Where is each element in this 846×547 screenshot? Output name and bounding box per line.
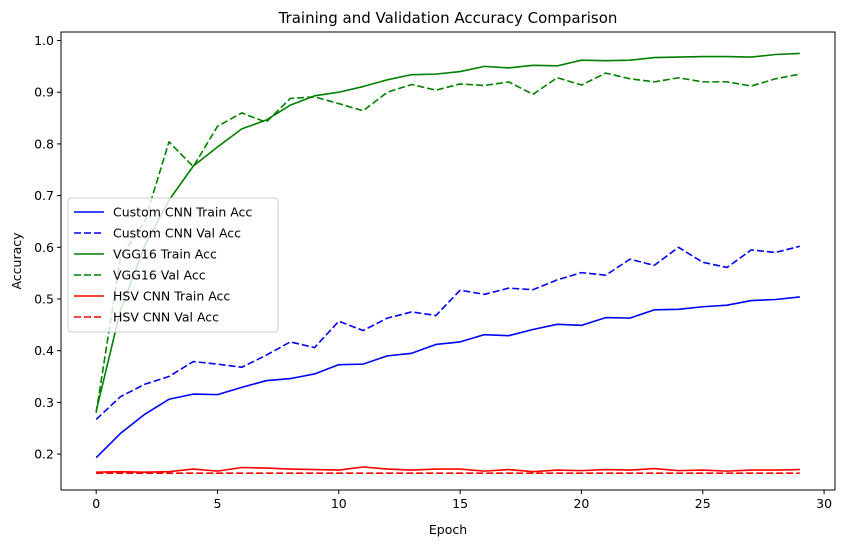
x-tick-label: 5	[214, 496, 222, 511]
x-axis-label: Epoch	[429, 522, 467, 537]
legend-label-4: HSV CNN Train Acc	[113, 289, 230, 304]
y-tick-label: 0.5	[34, 291, 54, 306]
series-layer	[95, 52, 801, 475]
y-tick-label: 1.0	[34, 33, 54, 48]
y-tick-label: 0.3	[34, 395, 54, 410]
series-line-4	[96, 466, 800, 473]
plot-frame	[60, 31, 836, 491]
x-tick-label: 15	[452, 496, 468, 511]
x-axis: 0 5 10 15 20 25 30	[92, 490, 832, 511]
legend-label-5: HSV CNN Val Acc	[113, 310, 219, 325]
x-tick-label: 0	[92, 496, 100, 511]
y-tick-label: 0.6	[34, 240, 54, 255]
y-axis: 0.2 0.3 0.4 0.5 0.6 0.7 0.8 0.9 1.0	[34, 33, 61, 462]
y-tick-label: 0.9	[34, 85, 54, 100]
y-tick-label: 0.8	[34, 136, 54, 151]
legend-label-2: VGG16 Train Acc	[113, 247, 217, 262]
series-line-0	[95, 296, 800, 459]
x-tick-label: 30	[816, 496, 832, 511]
series-line-1	[95, 245, 801, 421]
y-tick-label: 0.4	[34, 343, 54, 358]
legend: Custom CNN Train Acc Custom CNN Val Acc VG…	[67, 197, 279, 333]
x-tick-label: 20	[573, 496, 589, 511]
legend-box	[67, 197, 279, 333]
chart-title: Training and Validation Accuracy Compari…	[278, 9, 618, 27]
series-line-3	[95, 72, 800, 413]
legend-label-0: Custom CNN Train Acc	[113, 205, 252, 220]
x-tick-label: 25	[695, 496, 711, 511]
legend-label-3: VGG16 Val Acc	[113, 268, 206, 283]
y-axis-label: Accuracy	[9, 232, 24, 290]
y-tick-label: 0.2	[34, 447, 54, 462]
legend-label-1: Custom CNN Val Acc	[113, 226, 241, 241]
x-tick-label: 10	[331, 496, 347, 511]
series-line-2	[95, 52, 800, 412]
y-tick-label: 0.7	[34, 188, 54, 203]
